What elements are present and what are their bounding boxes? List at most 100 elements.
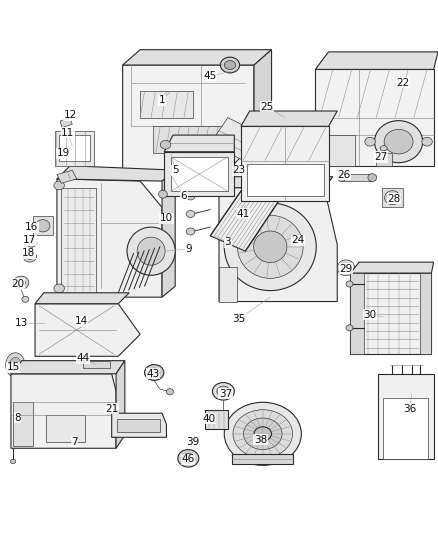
Text: 6: 6: [180, 191, 187, 201]
Ellipse shape: [346, 281, 353, 287]
Polygon shape: [350, 273, 364, 354]
Polygon shape: [11, 374, 116, 448]
Ellipse shape: [384, 130, 413, 154]
Ellipse shape: [374, 120, 423, 163]
Polygon shape: [83, 361, 110, 368]
Ellipse shape: [422, 138, 432, 146]
Text: 20: 20: [11, 279, 24, 289]
Text: 44: 44: [77, 353, 90, 364]
Polygon shape: [219, 266, 237, 302]
Text: 40: 40: [203, 414, 216, 424]
Polygon shape: [55, 131, 94, 166]
Ellipse shape: [224, 61, 236, 69]
Polygon shape: [116, 361, 125, 448]
Ellipse shape: [224, 203, 316, 290]
Ellipse shape: [254, 231, 287, 263]
Text: 37: 37: [219, 389, 232, 399]
Ellipse shape: [380, 146, 387, 151]
Text: 45: 45: [204, 71, 217, 81]
Ellipse shape: [368, 174, 377, 182]
Polygon shape: [320, 135, 355, 166]
Polygon shape: [57, 166, 175, 181]
Ellipse shape: [182, 454, 194, 463]
Ellipse shape: [178, 449, 199, 467]
Ellipse shape: [6, 353, 25, 377]
Polygon shape: [219, 177, 333, 188]
Text: 18: 18: [22, 248, 35, 259]
Ellipse shape: [13, 276, 29, 289]
Text: 16: 16: [25, 222, 38, 232]
Polygon shape: [219, 188, 337, 302]
Polygon shape: [342, 174, 372, 181]
Polygon shape: [123, 65, 254, 170]
Polygon shape: [35, 304, 140, 356]
Ellipse shape: [145, 365, 164, 381]
Text: 41: 41: [237, 209, 250, 219]
Ellipse shape: [36, 220, 50, 232]
Text: 1: 1: [159, 95, 166, 105]
Polygon shape: [35, 293, 129, 304]
Polygon shape: [247, 164, 324, 197]
Polygon shape: [117, 419, 160, 432]
Polygon shape: [60, 118, 72, 128]
Polygon shape: [205, 410, 228, 429]
Polygon shape: [210, 118, 263, 161]
Ellipse shape: [166, 389, 173, 395]
Ellipse shape: [185, 456, 191, 461]
Text: 23: 23: [232, 165, 245, 175]
Polygon shape: [140, 91, 193, 118]
Ellipse shape: [244, 418, 282, 449]
Polygon shape: [232, 454, 293, 464]
Text: 15: 15: [7, 362, 20, 372]
Text: 11: 11: [61, 128, 74, 138]
Text: 17: 17: [23, 235, 36, 245]
Ellipse shape: [233, 410, 293, 458]
Text: 26: 26: [337, 169, 350, 180]
Text: 5: 5: [172, 165, 179, 175]
Ellipse shape: [186, 211, 195, 217]
Text: 35: 35: [232, 314, 245, 324]
Polygon shape: [241, 126, 328, 201]
Text: 3: 3: [224, 237, 231, 247]
Polygon shape: [210, 159, 298, 251]
Polygon shape: [382, 188, 403, 207]
Ellipse shape: [26, 253, 33, 260]
Text: 27: 27: [374, 152, 388, 162]
Polygon shape: [164, 152, 234, 197]
Text: 19: 19: [57, 149, 70, 158]
Polygon shape: [162, 170, 175, 297]
Polygon shape: [420, 273, 431, 354]
Polygon shape: [123, 50, 272, 65]
Ellipse shape: [385, 191, 400, 205]
Ellipse shape: [365, 138, 375, 146]
Ellipse shape: [137, 237, 165, 265]
Polygon shape: [378, 374, 434, 459]
Text: 38: 38: [254, 434, 267, 445]
Polygon shape: [153, 126, 228, 152]
Ellipse shape: [220, 57, 240, 73]
Text: 39: 39: [186, 437, 199, 447]
Text: 9: 9: [185, 244, 192, 254]
Ellipse shape: [337, 174, 346, 182]
Text: 28: 28: [388, 193, 401, 204]
Ellipse shape: [10, 357, 21, 373]
Polygon shape: [112, 413, 166, 437]
Text: 12: 12: [64, 110, 77, 120]
Polygon shape: [171, 157, 228, 191]
Ellipse shape: [237, 215, 303, 278]
Text: 21: 21: [105, 404, 118, 414]
Polygon shape: [315, 69, 434, 166]
Polygon shape: [59, 135, 90, 161]
Text: 46: 46: [182, 454, 195, 464]
Ellipse shape: [54, 181, 64, 190]
Text: 43: 43: [147, 369, 160, 379]
Ellipse shape: [127, 227, 175, 275]
Ellipse shape: [54, 284, 64, 293]
Ellipse shape: [11, 459, 16, 464]
Ellipse shape: [337, 260, 355, 276]
Text: 24: 24: [291, 235, 304, 245]
Ellipse shape: [254, 427, 272, 441]
Ellipse shape: [186, 228, 195, 235]
Polygon shape: [315, 52, 438, 69]
Text: 29: 29: [339, 264, 353, 273]
